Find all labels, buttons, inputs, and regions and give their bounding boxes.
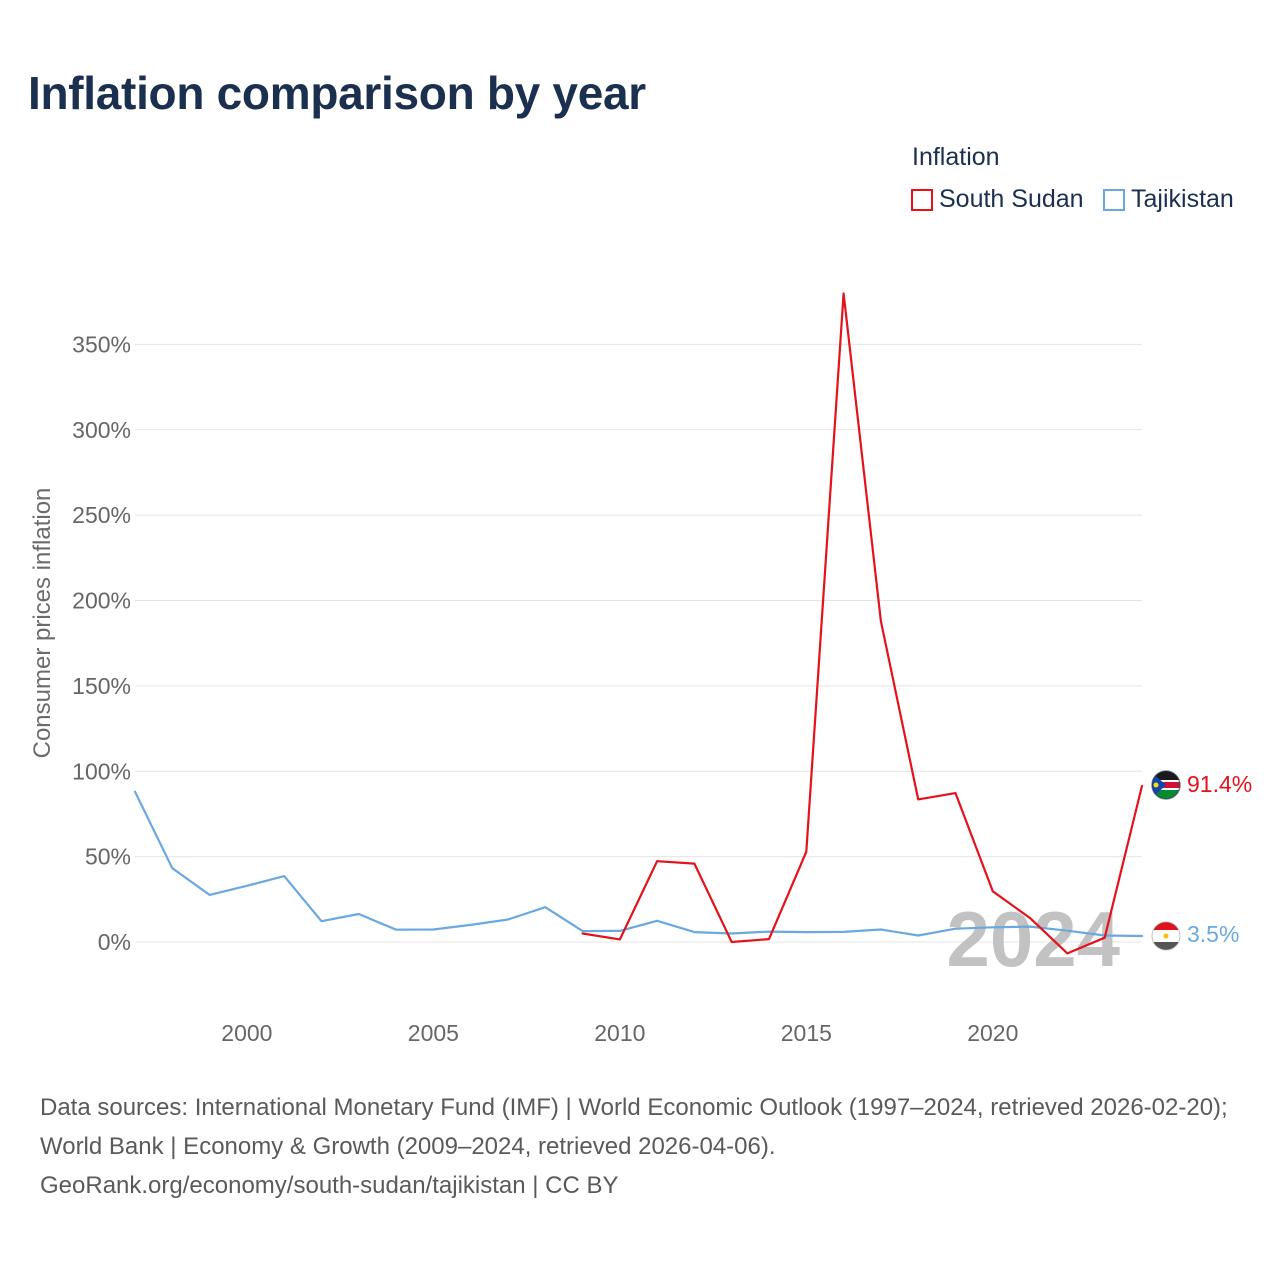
legend-swatch-tajikistan <box>1103 188 1125 211</box>
chart-title: Inflation comparison by year <box>28 67 646 119</box>
x-tick-label: 2015 <box>781 1020 832 1046</box>
line-chart: 0%50%100%150%200%250%300%350% 2000 2005 20… <box>29 292 1252 1046</box>
tajikistan-flag-icon <box>1151 921 1181 951</box>
y-tick-label: 200% <box>72 588 131 614</box>
series-line-south-sudan[interactable] <box>581 292 1144 955</box>
end-label-tajikistan: 3.5% <box>1187 921 1239 947</box>
y-gridlines <box>135 343 1142 943</box>
legend-label-south-sudan: South Sudan <box>939 185 1084 213</box>
y-tick-label: 0% <box>98 929 131 955</box>
x-axis-ticks: 2000 2005 2010 2015 2020 <box>221 1020 1018 1046</box>
y-tick-label: 100% <box>72 758 131 784</box>
x-tick-label: 2005 <box>408 1020 459 1046</box>
y-axis-label: Consumer prices inflation <box>29 488 56 759</box>
y-tick-label: 50% <box>85 844 131 870</box>
y-tick-label: 150% <box>72 673 131 699</box>
footer-sources: Data sources: International Monetary Fun… <box>40 1094 1228 1160</box>
x-tick-label: 2010 <box>594 1020 645 1046</box>
y-tick-label: 350% <box>72 331 131 357</box>
legend-item-tajikistan[interactable]: Tajikistan <box>1103 185 1234 214</box>
x-tick-label: 2000 <box>221 1020 272 1046</box>
end-label-south-sudan: 91.4% <box>1187 771 1252 797</box>
y-tick-label: 300% <box>72 417 131 443</box>
legend-item-south-sudan[interactable]: South Sudan <box>911 185 1084 214</box>
year-watermark: 2024 <box>946 895 1120 983</box>
x-tick-label: 2020 <box>967 1020 1018 1046</box>
series-line-tajikistan[interactable] <box>133 790 1144 938</box>
footer: Data sources: International Monetary Fun… <box>40 1088 1250 1205</box>
y-tick-label: 250% <box>72 502 131 528</box>
footer-credit: GeoRank.org/economy/south-sudan/tajikist… <box>40 1172 619 1199</box>
legend-swatch-south-sudan <box>911 188 933 211</box>
y-axis-ticks: 0% 50% 100% 150% 200% 250% 300% 350% <box>72 331 131 955</box>
series-lines <box>133 292 1144 955</box>
legend-label-tajikistan: Tajikistan <box>1131 185 1234 213</box>
legend-title: Inflation <box>912 143 1000 171</box>
south-sudan-flag-icon <box>1151 770 1181 800</box>
